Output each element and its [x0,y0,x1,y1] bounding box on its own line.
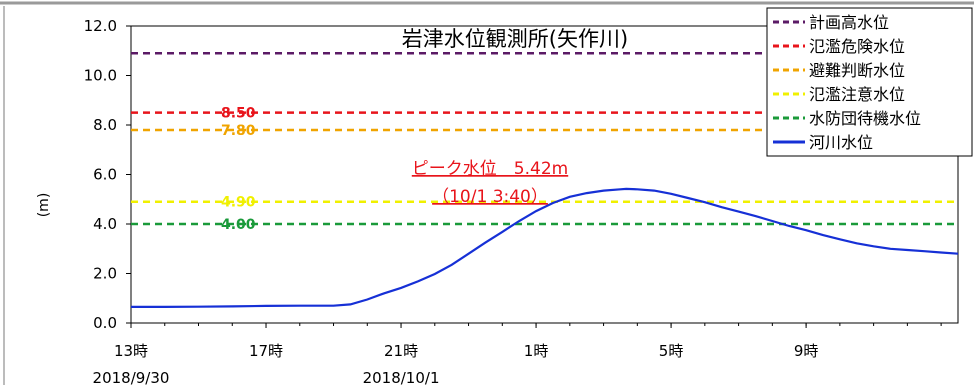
series-line-river-level [131,187,959,308]
y-tick-label: 6.0 [93,166,117,184]
y-tick-label: 2.0 [93,265,117,283]
legend-label: 計画高水位 [809,13,889,32]
x-tick-label: 9時 [794,342,819,360]
threshold-label: 4.90 [221,195,256,211]
threshold-label: 4.00 [221,217,256,233]
peak-annotation-line2: （10/1 3:40） [432,187,548,207]
series-layer [131,187,959,308]
x-tick-label: 17時 [249,342,283,360]
y-tick-label: 8.0 [93,116,117,134]
x-tick-label: 21時 [384,342,418,360]
legend-label: 避難判断水位 [809,61,905,80]
threshold-label: 8.50 [221,106,256,122]
axes: 0.0 2.0 4.0 6.0 8.0 10.0 12.0 13時 17時 21時 1時 5時 9時 20… [84,17,959,385]
legend-label: 河川水位 [809,133,873,152]
y-tick-label: 10.0 [84,67,117,85]
date-label: 2018/9/30 [93,369,170,385]
peak-annotation-line1: ピーク水位 5.42m [412,159,568,179]
y-tick-label: 4.0 [93,215,117,233]
legend-label: 氾濫危険水位 [809,37,905,56]
x-tick-label: 1時 [524,342,549,360]
y-axis-label: (m) [36,193,52,218]
y-tick-label: 12.0 [84,17,117,35]
y-tick-label: 0.0 [93,314,117,332]
legend-label: 水防団待機水位 [809,109,921,128]
legend-label: 氾濫注意水位 [809,85,905,104]
x-tick-label: 5時 [659,342,684,360]
x-tick-label: 13時 [114,342,148,360]
threshold-label: 7.80 [221,123,256,139]
chart-title: 岩津水位観測所(矢作川) [402,27,628,51]
date-label: 2018/10/1 [363,369,440,385]
legend-box [766,7,973,157]
